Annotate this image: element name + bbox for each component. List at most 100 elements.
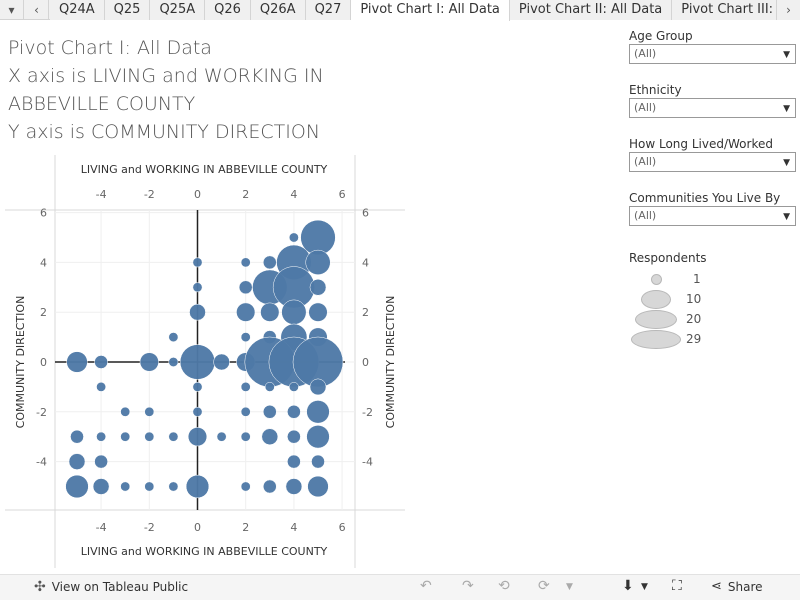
filter-value: (All) [634,209,657,222]
data-point [287,404,301,419]
data-point [192,406,203,417]
data-point [66,351,88,373]
y-tick-label-left: -2 [36,406,47,419]
data-point [262,404,277,419]
data-point [311,454,325,469]
data-point [236,302,256,322]
data-point [213,353,230,371]
data-point [240,481,251,492]
data-point [289,382,299,392]
tab-sheet[interactable]: Q25 [104,0,151,20]
data-point [285,478,303,495]
filter-how-long: How Long Lived/Worked (All) ▼ [629,136,796,172]
y-tick-label-left: 6 [40,207,47,220]
tab-sheet[interactable]: Q25A [150,0,206,20]
tab-next-button[interactable]: › [776,0,800,20]
filter-label: Communities You Live By [629,191,781,205]
tab-sheet[interactable]: Pivot Chart III: All Data [672,0,800,20]
title-line: X axis is LIVING and WORKING IN [8,65,324,87]
legend-item: 10 [629,290,749,310]
legend-bubble [641,290,671,309]
bottom-toolbar: ✣ View on Tableau Public ↶ ↷ ⟲ ⟳ ▼ ⬇ ▼ ⛶… [0,574,800,600]
data-point [306,425,330,449]
data-point [308,302,328,322]
view-on-tableau-public-link[interactable]: ✣ View on Tableau Public [34,579,188,595]
chevron-down-icon[interactable]: ▼ [566,582,573,592]
data-point [68,453,86,470]
share-label: Share [727,579,763,594]
how-long-select[interactable]: (All) ▼ [629,152,796,172]
data-point [120,481,131,492]
undo-icon[interactable]: ↶ [420,578,432,594]
x-tick-label-bottom: 2 [242,521,249,534]
refresh-icon[interactable]: ⟳ [538,578,550,594]
redo-icon[interactable]: ↷ [462,578,474,594]
tab-sheet[interactable]: Q26A [250,0,306,20]
legend-item: 1 [629,270,749,290]
x-tick-label-bottom: 4 [290,521,297,534]
data-point [120,406,131,417]
y-tick-label-right: -2 [362,406,373,419]
tab-first-button[interactable]: ▾ [0,0,24,20]
x-axis-title-bottom: LIVING and WORKING IN ABBEVILLE COUNTY [81,545,328,558]
tab-prev-button[interactable]: ‹ [25,0,49,20]
data-point [262,255,277,270]
tab-sheet[interactable]: Q27 [305,0,352,20]
data-point [144,481,155,492]
data-point [307,475,329,498]
filter-value: (All) [634,47,657,60]
fullscreen-icon[interactable]: ⛶ [672,578,682,594]
tab-sheet[interactable]: Pivot Chart I: All Data [351,0,510,21]
share-button[interactable]: ⋖ Share [711,579,763,594]
y-axis-title-left: COMMUNITY DIRECTION [14,296,27,429]
data-point [70,429,84,444]
data-point [168,481,179,492]
data-point [144,406,155,417]
y-tick-label-left: 4 [40,256,47,269]
legend-label: 1 [693,272,701,286]
data-point [240,257,251,268]
tableau-logo-icon: ✣ [34,579,46,595]
title-line: Y axis is COMMUNITY DIRECTION [8,121,321,143]
filter-age-group: Age Group (All) ▼ [629,28,796,64]
legend-bubble [651,274,662,285]
data-point [260,302,280,322]
data-point [96,382,106,392]
chevron-down-icon[interactable]: ▼ [641,582,648,592]
legend-label: 10 [686,292,702,306]
ethnicity-select[interactable]: (All) ▼ [629,98,796,118]
revert-icon[interactable]: ⟲ [498,578,510,594]
tab-sheet[interactable]: Q26 [205,0,251,20]
menu-icon: ▾ [8,3,15,17]
communities-select[interactable]: (All) ▼ [629,206,796,226]
data-point [139,352,159,372]
data-point [189,303,206,321]
x-tick-label-top: -2 [144,188,155,201]
data-point [261,428,279,445]
age-group-select[interactable]: (All) ▼ [629,44,796,64]
y-tick-label-right: 2 [362,306,369,319]
share-icon: ⋖ [711,579,722,594]
legend-bubble [635,310,677,329]
x-tick-label-top: 4 [290,188,297,201]
data-point [168,431,179,442]
sheet-tab-bar: ▾ ‹ Q24A Q25 Q25A Q26 Q26A Q27 Pivot Chart I: … [0,0,800,21]
tab-sheet[interactable]: Pivot Chart II: All Data [509,0,673,20]
chevron-down-icon: ▼ [783,158,790,168]
filters-panel: Age Group (All) ▼ Ethnicity (All) ▼ How … [629,28,796,244]
title-line: ABBEVILLE COUNTY [8,93,196,115]
y-tick-label-right: 6 [362,207,369,220]
data-point [287,429,301,444]
filter-value: (All) [634,155,657,168]
title-line: Pivot Chart I: All Data [8,37,212,59]
data-point [94,454,108,469]
download-icon[interactable]: ⬇ [622,578,634,594]
y-tick-label-left: 2 [40,306,47,319]
chevron-left-icon: ‹ [34,3,39,17]
filter-label: Ethnicity [629,83,682,97]
legend-label: 29 [686,332,702,346]
filter-ethnicity: Ethnicity (All) ▼ [629,82,796,118]
filter-value: (All) [634,101,657,114]
tab-sheet[interactable]: Q24A [50,0,105,20]
data-point [238,280,253,295]
